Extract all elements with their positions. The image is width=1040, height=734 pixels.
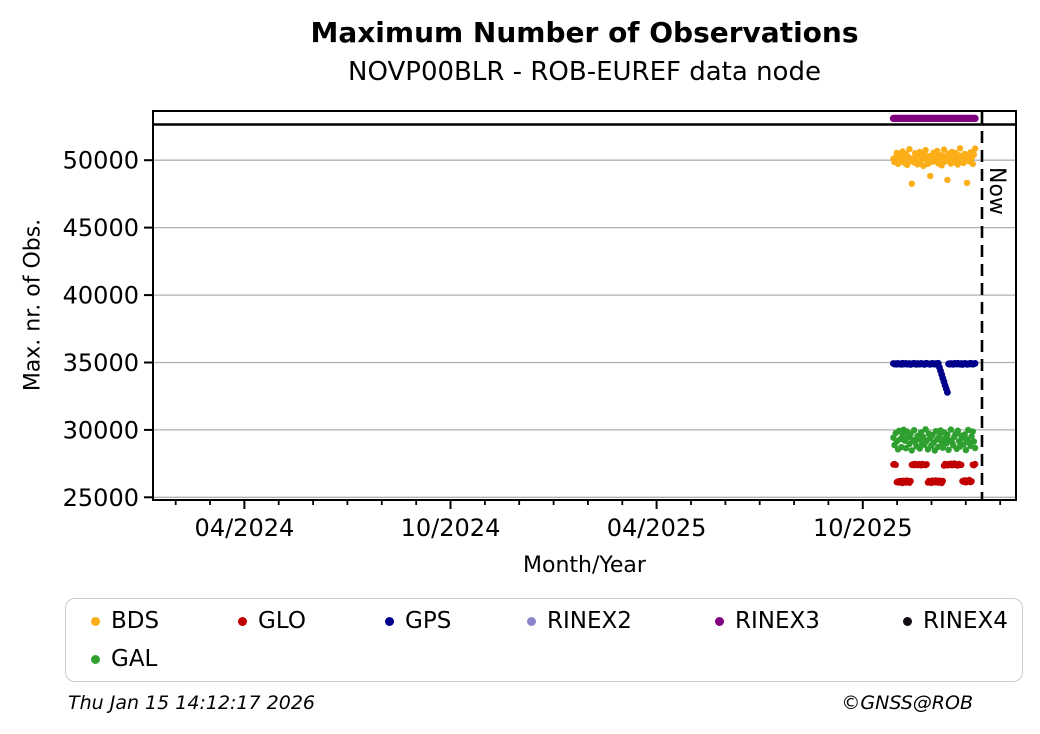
gridlines [153,159,1016,498]
y-tick-label: 35000 [63,349,139,377]
legend-item-gal: GAL [91,644,157,674]
footer-credit: ©GNSS@ROB [841,692,973,714]
x-tick-label: 10/2024 [401,514,501,542]
legend-label: GPS [405,608,452,634]
now-label: Now [984,167,1009,215]
footer-timestamp: Thu Jan 15 14:12:17 2026 [68,692,315,714]
legend: BDS GLO GPS RINEX2 RINEX3 RINEX4 GAL [65,598,1023,682]
legend-label: BDS [111,608,160,634]
y-tick-label: 50000 [63,147,139,175]
series-gps [890,359,979,396]
legend-item-rinex3: RINEX3 [715,606,820,636]
legend-marker-icon [715,616,724,626]
legend-marker-icon [385,616,394,626]
series-bds [890,145,979,187]
series-rinex3 [889,114,979,122]
series-glo [890,460,979,487]
y-tick-label: 40000 [63,282,139,310]
legend-marker-icon [527,616,536,626]
x-tick-label: 04/2024 [195,514,295,542]
chart-subtitle: NOVP00BLR - ROB-EUREF data node [348,57,821,87]
legend-item-glo: GLO [238,606,306,636]
legend-label: GAL [111,646,158,672]
legend-item-rinex4: RINEX4 [903,606,1008,636]
axis-ticks [144,159,1002,509]
legend-marker-icon [91,654,100,664]
x-tick-label: 04/2025 [607,514,707,542]
legend-marker-icon [238,616,247,626]
x-axis-label: Month/Year [523,553,646,578]
legend-item-gps: GPS [385,606,451,636]
y-axis-label: Max. nr. of Obs. [20,218,46,392]
y-tick-label: 30000 [63,416,139,444]
legend-label: RINEX2 [547,608,632,634]
y-tick-label: 45000 [63,214,139,242]
legend-marker-icon [903,616,912,626]
legend-item-rinex2: RINEX2 [527,606,632,636]
x-tick-label: 10/2025 [813,514,913,542]
legend-label: RINEX4 [923,608,1008,634]
plot-frame [152,110,1017,501]
page-title: Maximum Number of Observations [310,16,859,49]
legend-label: RINEX3 [735,608,820,634]
y-tick-label: 25000 [63,484,139,512]
legend-item-bds: BDS [91,606,159,636]
legend-marker-icon [91,616,100,626]
series-gal [890,426,979,454]
plot-area: Now 04/2024 10/2024 04/2025 10/2025 25000 3000… [63,110,1017,542]
legend-label: GLO [258,608,306,634]
